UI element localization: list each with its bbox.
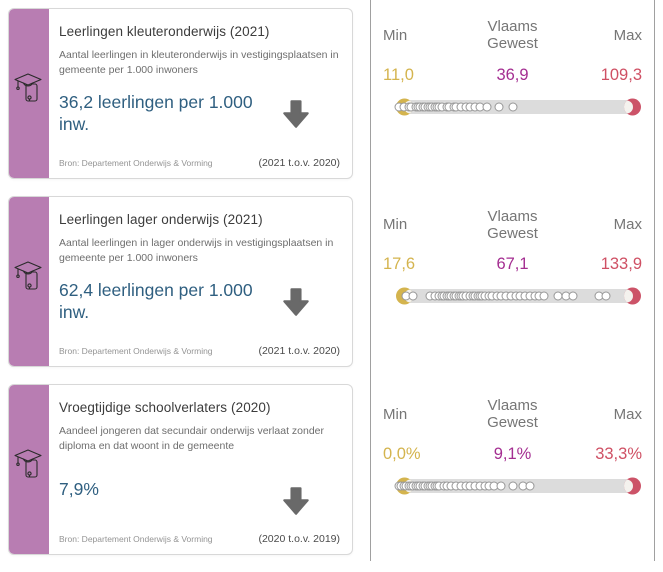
card-theme-stripe [9,9,49,178]
trend-down-arrow-icon [278,284,314,325]
vlaams-gewest-value: 36,9 [496,65,529,84]
distribution-schoolverlaters: Min Vlaams Gewest Max 0,0% 9,1% 33,3% [383,397,642,494]
min-value: 17,6 [383,255,416,273]
card-content: Vroegtijdige schoolverlaters (2020) Aand… [49,385,352,554]
strip-header: Min Vlaams Gewest Max [383,397,642,432]
value-row: 7,9% [59,479,340,524]
value-row: 62,4 leerlingen per 1.000 inw. [59,280,340,325]
card-theme-stripe [9,197,49,366]
max-marker[interactable] [624,477,641,494]
strip-header: Min Vlaams Gewest Max [383,208,642,243]
max-value: 133,9 [600,255,642,273]
strip-values: 0,0% 9,1% 33,3% [383,445,642,464]
graduation-cap-icon [13,448,45,491]
source-label: Bron: Departement Onderwijs & Vorming [59,534,213,544]
value-row: 36,2 leerlingen per 1.000 inw. [59,92,340,137]
strip-header: Min Vlaams Gewest Max [383,18,642,53]
distribution-track [396,287,641,305]
max-label: Max [613,216,642,234]
municipality-dot[interactable] [508,481,518,490]
municipality-dot[interactable] [539,291,549,301]
municipality-dot[interactable] [508,102,518,111]
card-kleuteronderwijs[interactable]: Leerlingen kleuteronderwijs (2021) Aanta… [8,8,353,179]
municipality-dot[interactable] [568,291,578,301]
indicator-value: 7,9% [59,479,99,500]
min-value: 0,0% [383,444,421,463]
source-label: Bron: Departement Onderwijs & Vorming [59,158,213,168]
min-label: Min [383,216,408,234]
card-footer: Bron: Departement Onderwijs & Vorming (2… [59,345,340,357]
card-description: Aandeel jongeren dat secundair onderwijs… [59,425,325,452]
card-title: Leerlingen kleuteronderwijs (2021) [59,24,270,39]
card-schoolverlaters[interactable]: Vroegtijdige schoolverlaters (2020) Aand… [8,384,353,555]
card-title: Vroegtijdige schoolverlaters (2020) [59,400,271,415]
trend-down-arrow-icon [278,483,314,524]
max-label: Max [613,405,642,423]
max-marker[interactable] [624,98,641,115]
card-footer: Bron: Departement Onderwijs & Vorming (2… [59,533,340,545]
distribution-panel: Min Vlaams Gewest Max 11,0 36,9 109,3 Mi… [370,0,655,561]
vlaams-gewest-value: 67,1 [496,255,529,273]
municipality-dot[interactable] [525,481,535,490]
distribution-lager-onderwijs: Min Vlaams Gewest Max 17,6 67,1 133,9 [383,208,642,305]
source-label: Bron: Departement Onderwijs & Vorming [59,346,213,356]
card-footer: Bron: Departement Onderwijs & Vorming (2… [59,157,340,169]
municipality-dot[interactable] [482,102,492,111]
max-value: 109,3 [600,65,642,84]
card-title: Leerlingen lager onderwijs (2021) [59,212,263,227]
municipality-dot[interactable] [496,481,506,490]
indicator-value: 62,4 leerlingen per 1.000 inw. [59,280,253,323]
max-label: Max [613,26,642,44]
min-label: Min [383,26,408,44]
max-marker[interactable] [624,287,641,305]
card-content: Leerlingen lager onderwijs (2021) Aantal… [49,197,352,366]
min-value: 11,0 [383,65,414,84]
max-value: 33,3% [595,444,642,463]
card-description: Aantal leerlingen in kleuteronderwijs in… [59,49,339,76]
graduation-cap-icon [13,72,45,115]
trend-period-label: (2021 t.o.v. 2020) [258,157,340,169]
vlaams-gewest-label: Vlaams Gewest [487,397,538,432]
trend-period-label: (2020 t.o.v. 2019) [258,533,340,545]
card-lager-onderwijs[interactable]: Leerlingen lager onderwijs (2021) Aantal… [8,196,353,367]
strip-values: 17,6 67,1 133,9 [383,255,642,274]
distribution-track [394,477,641,494]
distribution-track [394,98,641,115]
distribution-kleuteronderwijs: Min Vlaams Gewest Max 11,0 36,9 109,3 [383,18,642,115]
card-content: Leerlingen kleuteronderwijs (2021) Aanta… [49,9,352,178]
vlaams-gewest-label: Vlaams Gewest [487,207,538,242]
vlaams-gewest-label: Vlaams Gewest [487,18,538,53]
min-label: Min [383,405,408,423]
card-theme-stripe [9,385,49,554]
trend-down-arrow-icon [278,96,314,137]
strip-values: 11,0 36,9 109,3 [383,66,642,85]
card-description: Aantal leerlingen in lager onderwijs in … [59,237,334,264]
indicator-card-list: Leerlingen kleuteronderwijs (2021) Aanta… [8,8,353,572]
municipality-dot[interactable] [601,291,611,301]
municipality-dot[interactable] [408,291,418,301]
municipality-dot[interactable] [494,102,504,111]
graduation-cap-icon [13,260,45,303]
indicator-value: 36,2 leerlingen per 1.000 inw. [59,92,253,135]
trend-period-label: (2021 t.o.v. 2020) [258,345,340,357]
vlaams-gewest-value: 9,1% [493,444,532,463]
